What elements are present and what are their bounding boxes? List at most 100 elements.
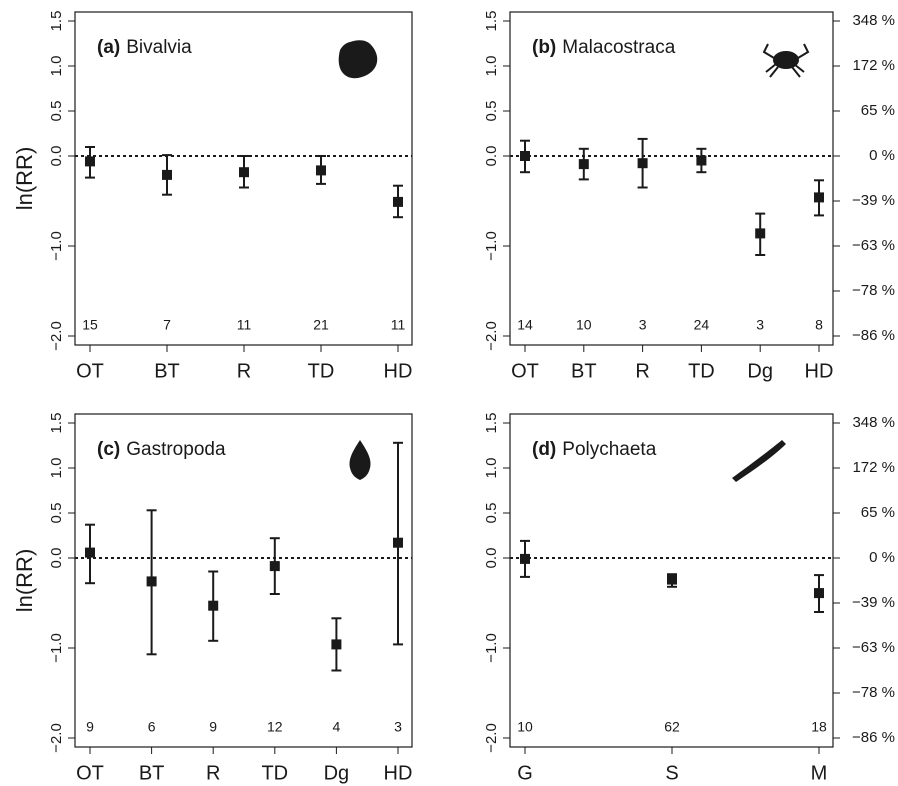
icons: [338, 40, 810, 482]
y2-tick-label: 172 %: [852, 459, 895, 476]
point: [696, 155, 707, 166]
y-tick-label: 0.5: [48, 101, 65, 122]
count-label: 10: [517, 719, 533, 735]
count-label: 14: [517, 317, 533, 333]
point: [85, 547, 95, 558]
y-tick-label: −2.0: [48, 321, 65, 351]
count-label: 11: [237, 317, 252, 333]
y2-tick-label: −78 %: [852, 282, 895, 299]
x-tick-label: TD: [688, 360, 715, 382]
y-tick-label: 1.5: [48, 11, 65, 32]
count-label: 6: [148, 719, 156, 735]
count-label: 15: [82, 317, 98, 333]
panel-label: (c): [97, 439, 120, 460]
y2-tick-label: −39 %: [852, 192, 895, 209]
point: [331, 639, 342, 650]
plot-frame: [509, 11, 834, 346]
count-label: 11: [391, 317, 406, 333]
x-tick-label: HD: [384, 762, 413, 784]
y-tick-label: −2.0: [483, 723, 500, 753]
y2-tick-label: −39 %: [852, 594, 895, 611]
x-tick-label: Dg: [747, 360, 773, 382]
x-tick-label: BT: [571, 360, 597, 382]
y-tick-label: 0.5: [48, 503, 65, 524]
y-tick-label: 0.5: [483, 503, 500, 524]
point: [146, 576, 157, 587]
y-tick-label: −1.0: [48, 633, 65, 663]
point: [85, 156, 95, 167]
x-tick-label: OT: [511, 360, 539, 382]
panel-label: (d): [532, 439, 556, 460]
y2-tick-label: 172 %: [852, 57, 895, 74]
crab-icon: [762, 43, 810, 78]
y-tick-label: 0.0: [48, 146, 65, 167]
y2-tick-label: 65 %: [861, 504, 895, 521]
y-tick-label: −1.0: [483, 633, 500, 663]
y-tick-label: −1.0: [48, 231, 65, 261]
panel-title: Malacostraca: [562, 37, 675, 58]
y-tick-label: 1.0: [483, 458, 500, 479]
y-tick-label: 0.0: [483, 548, 500, 569]
x-tick-label: OT: [76, 360, 104, 382]
x-tick-label: R: [206, 762, 220, 784]
count-label: 7: [163, 317, 171, 333]
count-label: 62: [664, 719, 680, 735]
x-tick-label: TD: [261, 762, 288, 784]
count-label: 3: [394, 719, 402, 735]
x-tick-label: R: [635, 360, 649, 382]
y2-tick-label: 348 %: [852, 414, 895, 431]
panel-title: Bivalvia: [126, 37, 192, 58]
y-tick-label: 0.0: [48, 548, 65, 569]
x-tick-label: TD: [308, 360, 335, 382]
panel-label: (a): [97, 37, 120, 58]
count-label: 12: [267, 719, 283, 735]
count-label: 21: [313, 317, 329, 333]
y2-tick-label: 0 %: [869, 549, 895, 566]
x-tick-label: M: [811, 762, 828, 784]
point: [269, 561, 280, 572]
point: [316, 165, 326, 176]
point: [239, 167, 249, 178]
point: [578, 159, 589, 170]
panel-title: Polychaeta: [562, 439, 656, 460]
y2-tick-label: 0 %: [869, 147, 895, 164]
x-tick-label: OT: [76, 762, 104, 784]
plot-frame: [74, 413, 413, 748]
x-tick-label: HD: [384, 360, 413, 382]
point: [755, 228, 766, 239]
y-tick-label: 0.5: [483, 101, 500, 122]
count-label: 9: [86, 719, 94, 735]
gastropod-icon: [349, 440, 371, 480]
x-tick-label: HD: [805, 360, 834, 382]
y-tick-label: 1.0: [483, 56, 500, 77]
polychaete-icon: [732, 440, 786, 482]
y-tick-label: 1.5: [483, 413, 500, 434]
y-tick-label: −1.0: [483, 231, 500, 261]
y2-tick-label: −86 %: [852, 327, 895, 344]
count-label: 9: [209, 719, 217, 735]
bivalve-icon: [338, 40, 378, 79]
y2-tick-label: 65 %: [861, 102, 895, 119]
point: [520, 151, 530, 161]
y2-tick-label: 348 %: [852, 12, 895, 29]
y-axis-label: ln(RR): [12, 147, 37, 211]
y-tick-label: −2.0: [483, 321, 500, 351]
x-tick-label: Dg: [324, 762, 350, 784]
point: [520, 553, 530, 564]
x-tick-label: G: [517, 762, 533, 784]
point: [637, 158, 648, 169]
y-tick-label: −2.0: [48, 723, 65, 753]
x-tick-label: S: [665, 762, 678, 784]
count-label: 4: [333, 719, 341, 735]
point: [393, 537, 403, 548]
panel-label: (b): [532, 37, 556, 58]
y2-tick-label: −86 %: [852, 729, 895, 746]
y-tick-label: 1.0: [48, 56, 65, 77]
x-tick-label: BT: [154, 360, 180, 382]
point: [814, 588, 824, 599]
y2-tick-label: −78 %: [852, 684, 895, 701]
point: [667, 574, 677, 585]
point: [208, 600, 219, 611]
point: [162, 169, 172, 180]
